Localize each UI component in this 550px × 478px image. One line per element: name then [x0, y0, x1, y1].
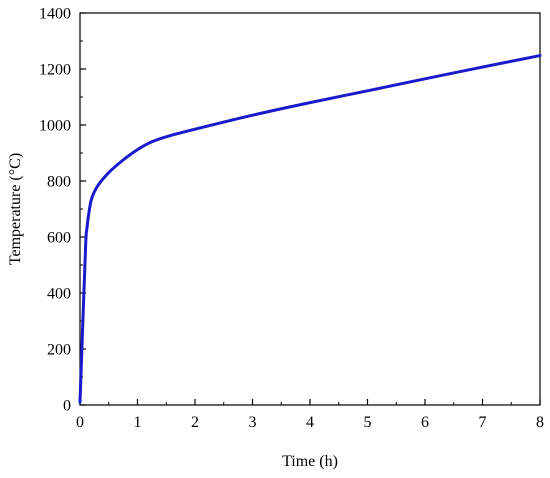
series-line [78, 54, 542, 404]
x-tick-label: 8 [536, 414, 544, 431]
y-tick-label: 800 [47, 174, 71, 191]
x-tick-label: 0 [76, 414, 84, 431]
x-tick-label: 2 [191, 414, 199, 431]
x-axis-ticks: 0 1 2 3 4 5 6 7 8 [76, 399, 544, 431]
y-axis-ticks: 0 200 400 600 800 1000 1200 1400 [39, 6, 86, 415]
plot-frame [79, 12, 541, 406]
y-axis-label: Temperature (°C) [7, 153, 24, 265]
y-tick-label: 0 [63, 398, 71, 415]
x-tick-label: 7 [479, 414, 487, 431]
x-tick-label: 1 [134, 414, 142, 431]
plot-border [79, 12, 541, 406]
x-axis-label: Time (h) [282, 453, 338, 470]
series-layer [78, 54, 542, 404]
y-tick-label: 600 [47, 230, 71, 247]
y-tick-label: 200 [47, 342, 71, 359]
x-tick-label: 5 [364, 414, 372, 431]
y-tick-label: 1000 [39, 118, 71, 135]
x-tick-label: 4 [306, 414, 314, 431]
x-tick-label: 3 [249, 414, 257, 431]
y-tick-label: 400 [47, 286, 71, 303]
x-tick-label: 6 [421, 414, 429, 431]
y-tick-label: 1400 [39, 6, 71, 23]
y-tick-label: 1200 [39, 62, 71, 79]
